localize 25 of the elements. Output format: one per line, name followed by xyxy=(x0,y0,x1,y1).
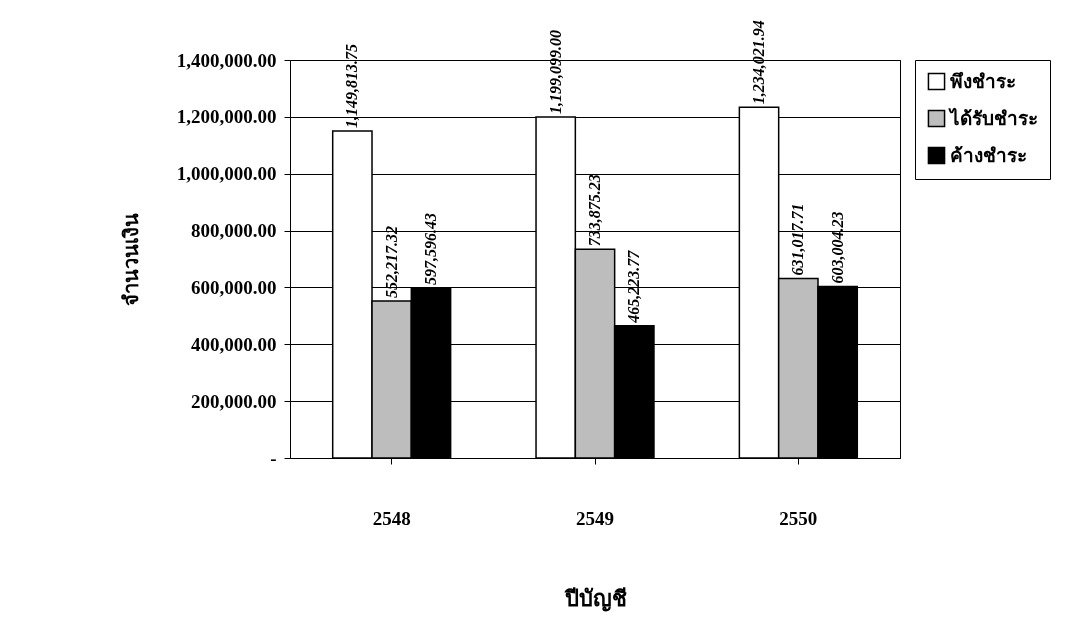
data-label: 597,596.43 xyxy=(421,213,439,286)
y-tick-label: 200,000.00 xyxy=(191,390,277,412)
data-label: 552,217.32 xyxy=(382,226,400,299)
data-label: 733,875.23 xyxy=(586,174,603,247)
y-tick-label: 400,000.00 xyxy=(191,333,277,355)
x-axis-title: ปีบัญชี xyxy=(563,585,627,612)
x-tick-label: 2548 xyxy=(372,507,411,529)
y-tick-label: 600,000.00 xyxy=(191,276,277,298)
data-label: 603,004.23 xyxy=(828,211,846,284)
legend-label: ค้างชำระ xyxy=(950,144,1027,166)
x-tick-label: 2549 xyxy=(576,507,614,529)
data-label: 1,149,813.75 xyxy=(343,44,361,129)
y-tick-label: 1,400,000.00 xyxy=(176,49,277,71)
y-tick-label: 1,000,000.00 xyxy=(176,163,277,185)
legend-label: พึงชำระ xyxy=(950,70,1016,92)
data-label: 631,017.71 xyxy=(789,203,807,276)
y-tick-label: - xyxy=(270,447,277,469)
data-label: 465,223.77 xyxy=(625,249,643,324)
y-tick-label: 1,200,000.00 xyxy=(176,106,277,128)
y-tick-label: 800,000.00 xyxy=(191,220,277,242)
data-label: 1,234,021.94 xyxy=(750,20,768,105)
legend-label: ได้รับชำระ xyxy=(948,106,1038,129)
data-label: 1,199,099.00 xyxy=(546,30,564,115)
y-axis-title: จำนวนเงิน xyxy=(119,213,142,306)
x-tick-label: 2550 xyxy=(779,507,818,529)
